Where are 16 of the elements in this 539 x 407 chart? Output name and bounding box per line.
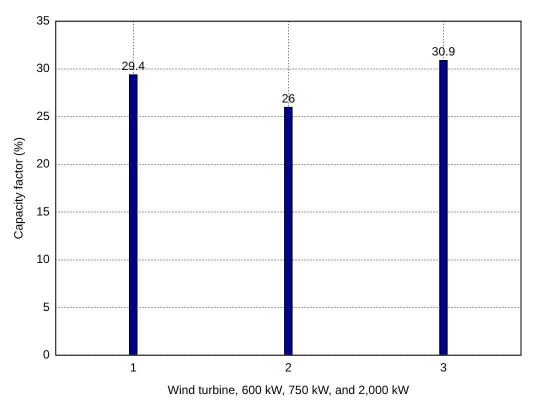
x-tick-label: 1 [130, 360, 137, 375]
y-axis-title: Capacity factor (%) [12, 137, 26, 240]
y-tick-label: 25 [36, 108, 50, 123]
data-label: 30.9 [432, 44, 456, 59]
y-tick-label: 15 [36, 204, 50, 218]
y-tick-label: 30 [36, 61, 50, 76]
x-tick-label: 3 [440, 360, 448, 375]
y-tick-label: 5 [43, 300, 50, 314]
data-label: 29.4 [122, 58, 146, 73]
y-tick-label: 35 [36, 14, 50, 28]
x-axis-title: Wind turbine, 600 kW, 750 kW, and 2,000 kW [168, 383, 410, 398]
y-tick-label: 0 [43, 348, 50, 362]
y-tick-label: 20 [36, 156, 50, 171]
y-tick-label: 10 [36, 252, 50, 266]
data-label: 26 [282, 91, 296, 106]
x-tick-label: 2 [285, 360, 292, 375]
